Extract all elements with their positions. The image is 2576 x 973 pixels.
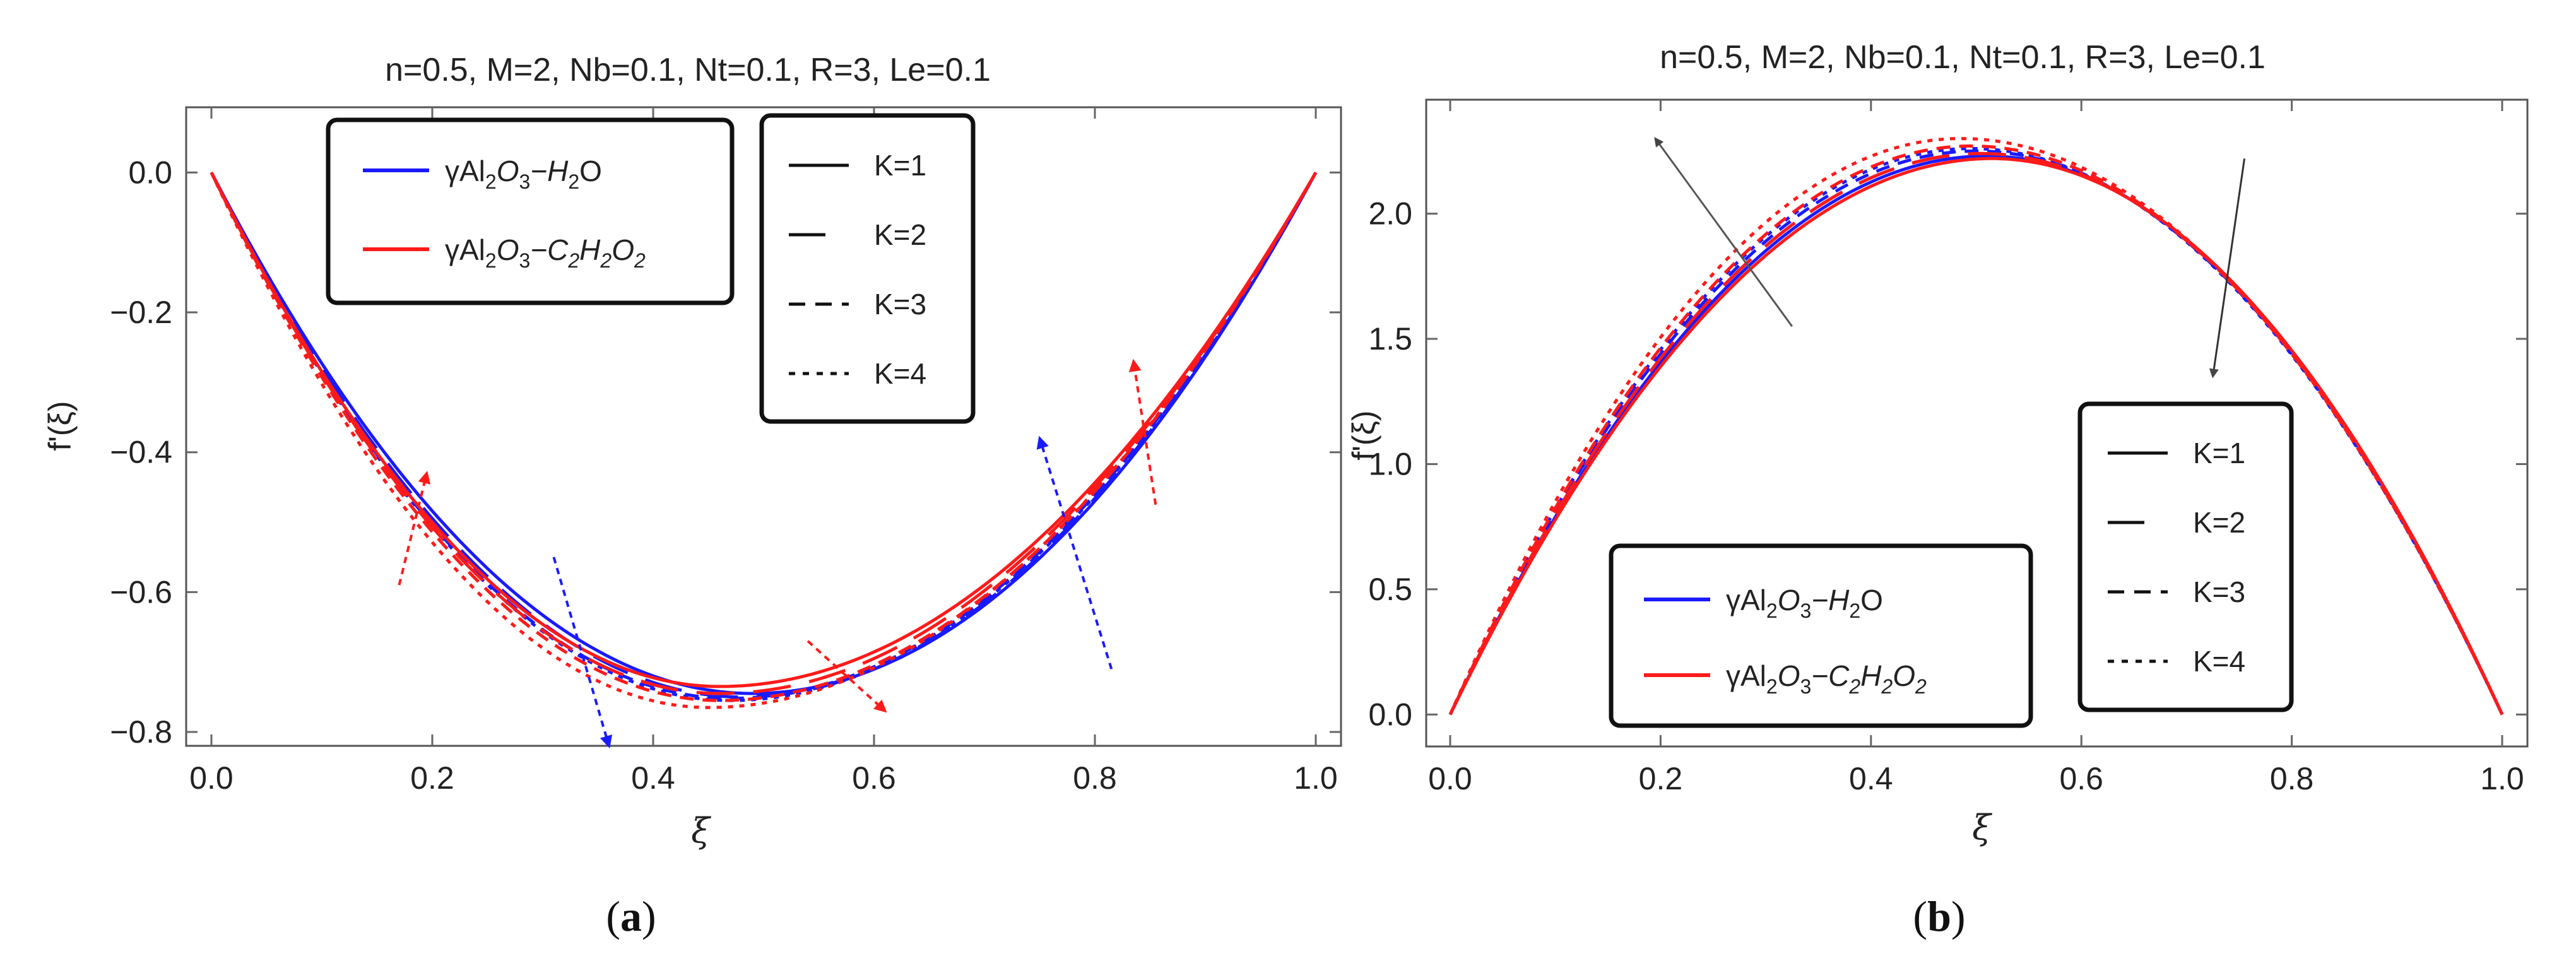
series-line-c2h2o2-k4 bbox=[1448, 137, 2504, 716]
k-legend-box bbox=[2077, 401, 2294, 712]
plot-frame bbox=[1425, 98, 2529, 748]
legend-entry-c2h2o2: γAl2O3−C2H2O2 bbox=[1726, 659, 1927, 698]
y-axis-label: f'(ξ) bbox=[1346, 410, 1381, 460]
x-tick-label: 1.0 bbox=[2480, 761, 2524, 796]
series-line-h2o-k4 bbox=[1448, 146, 2504, 716]
panel-label-open: ( bbox=[606, 892, 620, 940]
legend-entry-h2o: γAl2O3−H2O bbox=[1726, 584, 1883, 622]
y-tick-label: −0.8 bbox=[110, 714, 172, 750]
k-label-3: K=3 bbox=[2193, 575, 2245, 608]
annotation-arrow bbox=[552, 557, 613, 749]
y-tick-label: 1.5 bbox=[1368, 321, 1412, 357]
annotation-arrow bbox=[1654, 137, 1793, 327]
k-label-4: K=4 bbox=[874, 357, 926, 390]
series-line-c2h2o2-k2 bbox=[210, 172, 1318, 695]
panel-label: (a) bbox=[606, 892, 656, 940]
annotation-arrow bbox=[1128, 358, 1157, 505]
axis-ticks: 0.0 0.2 0.4 0.6 0.8 1.0 0.0 −0.2 −0.4 −0.6 −0.8 bbox=[110, 107, 1341, 796]
y-axis-label: f'(ξ) bbox=[42, 401, 78, 451]
y-tick-label: −0.6 bbox=[110, 574, 172, 610]
panel-label: (b) bbox=[1913, 892, 1965, 940]
annotation-arrow bbox=[806, 640, 887, 713]
x-tick-label: 0.4 bbox=[1849, 761, 1893, 796]
y-tick-label: 0.5 bbox=[1368, 572, 1412, 607]
plot-frame bbox=[185, 106, 1342, 747]
panel-label-letter: b bbox=[1927, 892, 1951, 940]
y-tick-label: 0.0 bbox=[1368, 697, 1412, 732]
x-tick-label: 0.4 bbox=[631, 760, 675, 796]
x-tick-label: 0.2 bbox=[1639, 761, 1683, 796]
x-tick-label: 0.8 bbox=[2270, 761, 2314, 796]
x-tick-label: 0.0 bbox=[1428, 761, 1472, 796]
series-group bbox=[1448, 137, 2504, 716]
panel-label-letter: a bbox=[620, 892, 642, 940]
legend-entry-h2o: γAl2O3−H2O bbox=[445, 155, 602, 193]
k-label-1: K=1 bbox=[2193, 437, 2245, 469]
annotation-arrows bbox=[398, 358, 1157, 749]
y-tick-label: 0.0 bbox=[128, 155, 172, 190]
k-label-3: K=3 bbox=[874, 288, 926, 321]
k-label-4: K=4 bbox=[2193, 645, 2245, 678]
x-tick-label: 0.0 bbox=[189, 760, 233, 796]
x-tick-label: 0.6 bbox=[852, 760, 896, 796]
panel-label-open: ( bbox=[1913, 892, 1927, 940]
k-legend: K=1 K=2 K=3 K=4 bbox=[759, 113, 976, 424]
series-group bbox=[210, 172, 1318, 709]
k-legend: K=1 K=2 K=3 K=4 bbox=[2077, 401, 2294, 712]
y-tick-label: 1.0 bbox=[1368, 446, 1412, 481]
series-line-h2o-k4 bbox=[210, 172, 1318, 702]
series-line-c2h2o2-k1 bbox=[1448, 156, 2504, 716]
k-label-1: K=1 bbox=[874, 149, 926, 182]
fluid-legend: γAl2O3−H2O γAl2O3−C2H2O2 bbox=[326, 117, 735, 305]
x-tick-label: 0.2 bbox=[410, 760, 454, 796]
series-line-h2o-k1 bbox=[210, 172, 1318, 695]
k-legend-box bbox=[759, 113, 976, 424]
x-axis-label: ξ bbox=[691, 811, 711, 851]
y-tick-label: 2.0 bbox=[1368, 196, 1412, 232]
legend-entry-c2h2o2: γAl2O3−C2H2O2 bbox=[445, 233, 646, 272]
chart-title: n=0.5, M=2, Nb=0.1, Nt=0.1, R=3, Le=0.1 bbox=[385, 52, 991, 88]
fluid-legend-box bbox=[1609, 543, 2033, 728]
chart-panel-a: n=0.5, M=2, Nb=0.1, Nt=0.1, R=3, Le=0.1 … bbox=[42, 52, 1342, 940]
annotation-arrows bbox=[1654, 137, 2246, 379]
y-tick-label: −0.2 bbox=[110, 295, 172, 330]
fluid-legend: γAl2O3−H2O γAl2O3−C2H2O2 bbox=[1609, 543, 2033, 728]
x-tick-label: 0.8 bbox=[1073, 760, 1117, 796]
series-line-c2h2o2-k2 bbox=[1448, 151, 2504, 716]
series-line-c2h2o2-k1 bbox=[210, 172, 1318, 688]
x-axis-label: ξ bbox=[1972, 808, 1992, 847]
y-tick-label: −0.4 bbox=[110, 435, 172, 470]
annotation-arrow bbox=[2209, 158, 2246, 379]
k-label-2: K=2 bbox=[2193, 506, 2245, 539]
x-tick-label: 0.6 bbox=[2059, 761, 2103, 796]
k-label-2: K=2 bbox=[874, 218, 926, 251]
panel-label-close: ) bbox=[1951, 892, 1966, 940]
series-line-c2h2o2-k4 bbox=[210, 172, 1318, 709]
annotation-arrow bbox=[398, 471, 431, 586]
series-line-c2h2o2-k3 bbox=[210, 172, 1318, 702]
x-tick-label: 1.0 bbox=[1294, 760, 1338, 796]
fluid-legend-box bbox=[326, 117, 735, 305]
annotation-arrow bbox=[1036, 435, 1113, 669]
chart-title: n=0.5, M=2, Nb=0.1, Nt=0.1, R=3, Le=0.1 bbox=[1660, 39, 2266, 76]
axis-ticks: 0.0 0.2 0.4 0.6 0.8 1.0 0.0 0.5 1.0 1.5 2.0 bbox=[1368, 100, 2527, 796]
panel-label-close: ) bbox=[642, 892, 656, 940]
chart-panel-b: n=0.5, M=2, Nb=0.1, Nt=0.1, R=3, Le=0.1 … bbox=[1346, 39, 2529, 940]
